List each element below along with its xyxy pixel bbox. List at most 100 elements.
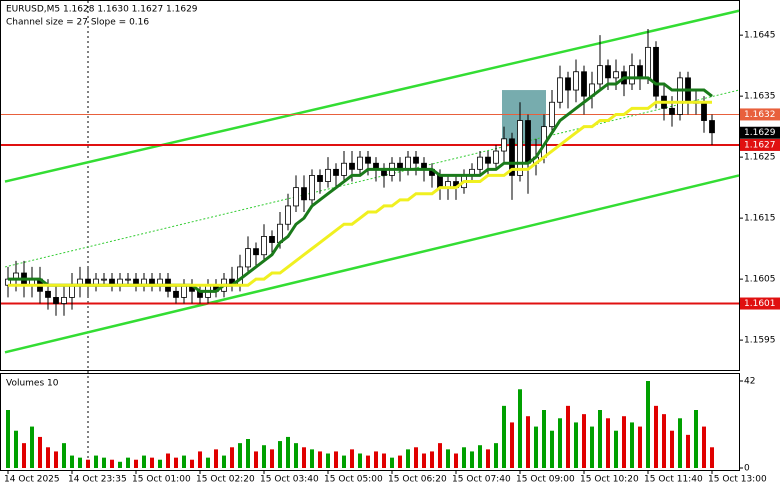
candle-body — [253, 248, 259, 256]
volume-bar — [174, 457, 178, 468]
volume-panel — [0, 373, 740, 471]
candle-body — [69, 284, 75, 298]
volume-bar — [622, 416, 626, 468]
x-tick-label: 15 Oct 07:40 — [452, 475, 511, 485]
volume-bar — [94, 455, 98, 468]
volume-title: Volumes 10 — [6, 379, 59, 389]
volume-bar — [454, 453, 458, 468]
volume-bar — [70, 455, 74, 468]
y-tick-label: 1.1615 — [744, 214, 776, 224]
volume-bar — [446, 449, 450, 468]
volume-bar — [46, 447, 50, 468]
x-tick-label: 15 Oct 10:20 — [580, 475, 639, 485]
volume-bar — [102, 457, 106, 468]
volume-bar — [334, 451, 338, 468]
volume-tick-label: 42 — [744, 377, 755, 387]
candle-body — [509, 138, 515, 176]
level-label-box — [740, 108, 780, 121]
volume-bar — [246, 439, 250, 468]
volume-bar — [390, 457, 394, 468]
candle-body — [701, 101, 707, 121]
candle-body — [653, 46, 659, 97]
candle-body — [581, 71, 587, 97]
candle-body — [405, 156, 411, 170]
volume-bar — [110, 459, 114, 468]
price-panel — [0, 0, 740, 371]
x-tick-label: 15 Oct 03:40 — [260, 475, 319, 485]
volume-bar — [518, 389, 522, 468]
x-tick-label: 14 Oct 23:35 — [68, 475, 127, 485]
volume-bar — [150, 457, 154, 468]
volume-bar — [342, 455, 346, 468]
x-tick-label: 15 Oct 05:00 — [324, 475, 383, 485]
volume-bar — [694, 410, 698, 468]
volume-bar — [574, 422, 578, 468]
volume-bar — [206, 457, 210, 468]
volume-bar — [142, 455, 146, 468]
candle-body — [53, 297, 59, 304]
candle-body — [629, 65, 635, 85]
y-tick-label: 1.1645 — [744, 31, 776, 41]
volume-bar — [310, 449, 314, 468]
volume-bar — [374, 451, 378, 468]
volume-bar — [638, 426, 642, 468]
volume-bar — [382, 453, 386, 468]
moving-average — [8, 100, 712, 287]
volume-bar — [494, 443, 498, 468]
volume-bar — [262, 445, 266, 468]
volume-bar — [398, 455, 402, 468]
volume-bar — [54, 451, 58, 468]
volume-bar — [22, 443, 26, 468]
volume-bar — [318, 451, 322, 468]
channel-line — [4, 9, 740, 183]
candle-body — [485, 156, 491, 164]
volume-bar — [502, 405, 506, 468]
volume-bar — [302, 447, 306, 468]
volume-bar — [230, 447, 234, 468]
candle-body — [293, 187, 299, 207]
x-tick-label: 15 Oct 13:00 — [708, 475, 767, 485]
volume-bar — [486, 449, 490, 468]
channel-line — [4, 89, 740, 268]
candle-body — [309, 175, 315, 201]
volume-bar — [326, 453, 330, 468]
level-label: 1.1632 — [744, 110, 776, 120]
y-tick-label: 1.1625 — [744, 153, 776, 163]
volume-bar — [550, 430, 554, 468]
volume-bar — [590, 426, 594, 468]
candle-body — [317, 175, 323, 182]
candle-body — [477, 156, 483, 170]
volume-tick-label: 0 — [744, 464, 750, 474]
volume-bar — [662, 414, 666, 468]
candle-body — [269, 236, 275, 243]
volume-bar — [606, 418, 610, 468]
candle-body — [613, 71, 619, 79]
volume-bar — [478, 445, 482, 468]
volume-bar — [702, 426, 706, 468]
volume-bar — [158, 459, 162, 468]
x-tick-label: 15 Oct 01:00 — [132, 475, 191, 485]
candle-body — [669, 107, 675, 115]
volume-bar — [366, 455, 370, 468]
x-tick-label: 15 Oct 11:40 — [644, 475, 703, 485]
candle-body — [325, 168, 331, 182]
candle-body — [101, 278, 107, 281]
volume-bar — [526, 416, 530, 468]
candle-body — [357, 156, 363, 170]
volume-bar — [126, 457, 130, 468]
volume-bar — [438, 443, 442, 468]
candle-body — [525, 120, 531, 164]
volume-bar — [38, 436, 42, 468]
candle-body — [565, 77, 571, 91]
volume-bar — [78, 457, 82, 468]
candle-body — [349, 162, 355, 170]
volume-bar — [654, 405, 658, 468]
volume-bar — [430, 451, 434, 468]
volume-bar — [62, 443, 66, 468]
candle-body — [261, 236, 267, 256]
volume-bar — [222, 455, 226, 468]
candle-body — [181, 284, 187, 298]
candle-body — [501, 138, 507, 152]
volume-bar — [278, 441, 282, 468]
